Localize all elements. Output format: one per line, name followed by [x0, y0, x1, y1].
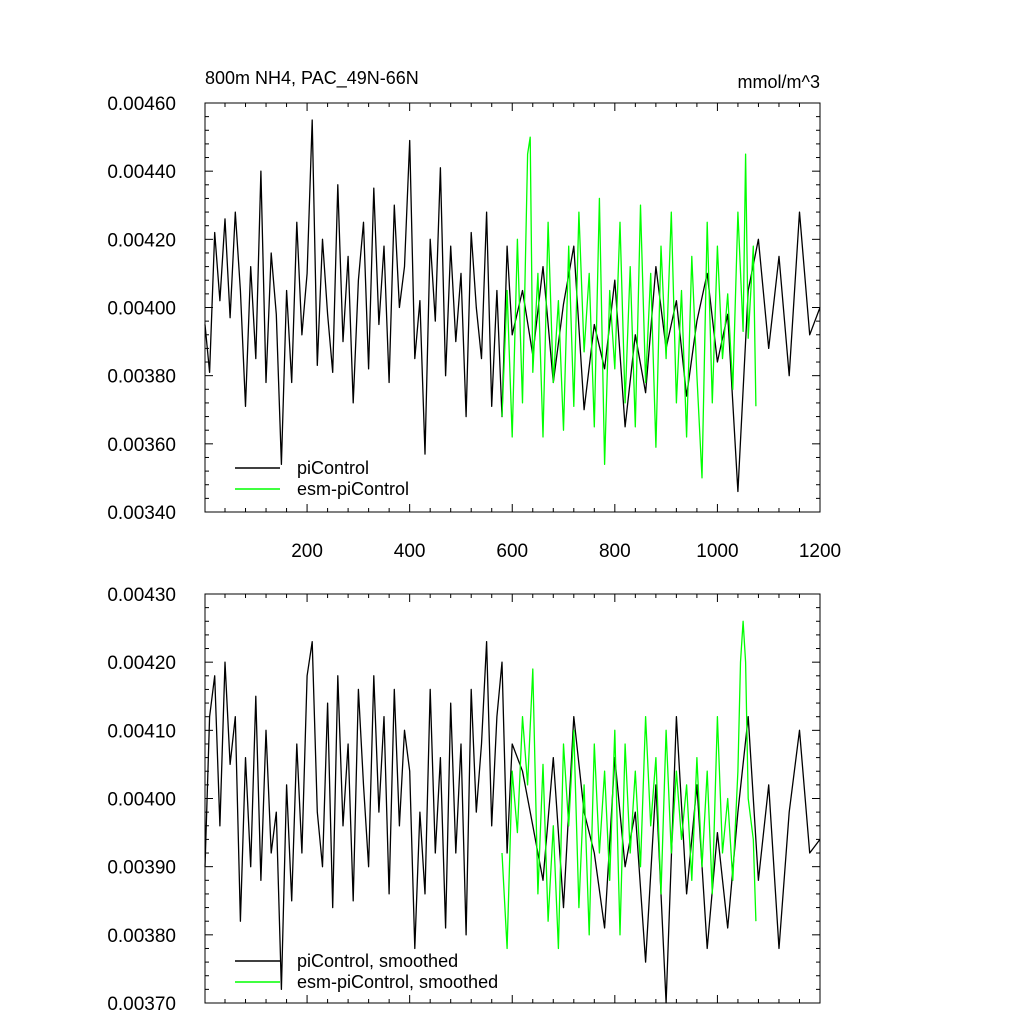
bottom-ticks: 0.00370 0.00380 0.00390 0.00400 0.00410 0.004… [107, 585, 821, 1015]
plot-frame [204, 593, 821, 1004]
legend-label: piControl [297, 458, 369, 478]
x-tick-label: 1000 [696, 541, 738, 562]
top-panel: 800m NH4, PAC_49N-66N mmol/m^3 0.003400.… [107, 68, 841, 562]
y-tick-label: 0.00430 [107, 585, 176, 606]
series-line [501, 136, 757, 479]
y-tick-label: 0.00380 [107, 926, 176, 947]
units-label: mmol/m^3 [738, 72, 820, 92]
legend-label: piControl, smoothed [297, 951, 458, 971]
x-tick-label: 400 [394, 541, 426, 562]
y-tick-label: 0.00410 [107, 721, 176, 742]
y-tick-label: 0.00440 [107, 162, 176, 183]
y-tick-label: 0.00380 [107, 367, 176, 388]
y-tick-label: 0.00420 [107, 230, 176, 251]
chart-title: 800m NH4, PAC_49N-66N [205, 68, 419, 89]
plot-frame [204, 102, 821, 513]
y-tick-label: 0.00420 [107, 653, 176, 674]
y-tick-label: 0.00460 [107, 94, 176, 115]
bottom-panel: 0.00370 0.00380 0.00390 0.00400 0.00410 0.004… [107, 585, 821, 1015]
y-tick-label: 0.00370 [107, 994, 176, 1015]
series-line [501, 620, 757, 950]
x-tick-label: 200 [291, 541, 323, 562]
x-tick-label: 1200 [799, 541, 841, 562]
legend-label: esm-piControl [297, 479, 409, 499]
y-tick-label: 0.00340 [107, 503, 176, 524]
y-tick-label: 0.00400 [107, 299, 176, 320]
top-ticks: 0.00340 0.00360 0.00380 0.00400 0.00420 0.004… [107, 94, 841, 562]
x-tick-label: 800 [599, 541, 631, 562]
top-series-lines [204, 119, 821, 493]
x-tick-label: 600 [496, 541, 528, 562]
y-tick-label: 0.00360 [107, 435, 176, 456]
y-tick-label: 0.00390 [107, 858, 176, 879]
legend-label: esm-piControl, smoothed [297, 972, 498, 992]
y-tick-label: 0.00400 [107, 790, 176, 811]
